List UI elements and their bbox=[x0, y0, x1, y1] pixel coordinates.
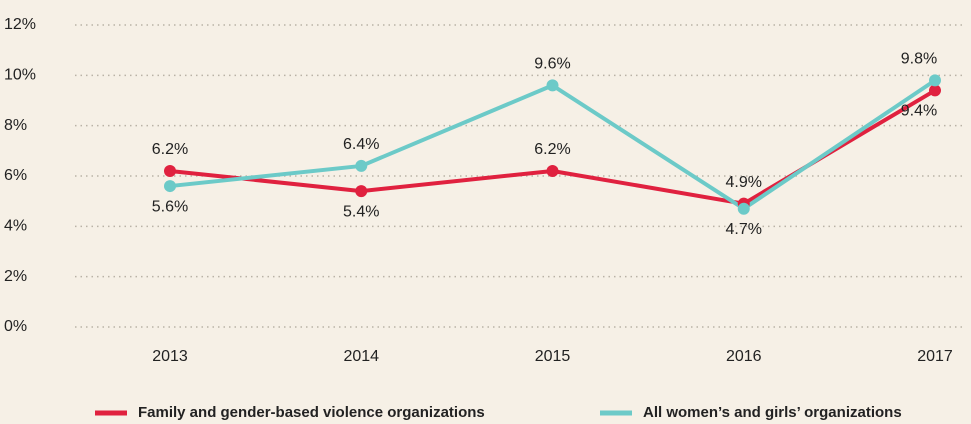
x-tick-label: 2015 bbox=[535, 348, 571, 365]
point bbox=[929, 84, 941, 97]
y-tick-label: 8% bbox=[4, 117, 27, 134]
x-tick-label: 2014 bbox=[343, 348, 379, 365]
value-label: 6.4% bbox=[343, 136, 379, 153]
point bbox=[546, 164, 559, 177]
legend-label: All women’s and girls’ organizations bbox=[643, 404, 902, 421]
point bbox=[355, 159, 368, 172]
value-label: 5.6% bbox=[152, 198, 188, 215]
value-label: 4.9% bbox=[726, 174, 762, 191]
value-label: 9.8% bbox=[901, 51, 937, 68]
x-tick-label: 2017 bbox=[917, 348, 953, 365]
point bbox=[737, 202, 750, 215]
y-tick-label: 0% bbox=[4, 318, 27, 335]
value-label: 6.2% bbox=[152, 141, 188, 158]
value-label: 9.4% bbox=[901, 103, 937, 120]
value-label: 4.7% bbox=[726, 221, 762, 238]
point bbox=[164, 164, 176, 177]
y-tick-label: 4% bbox=[4, 218, 27, 235]
point bbox=[546, 79, 559, 92]
value-label: 6.2% bbox=[534, 141, 570, 158]
x-tick-label: 2016 bbox=[726, 348, 762, 365]
value-label: 9.6% bbox=[534, 56, 570, 73]
y-tick-label: 6% bbox=[4, 167, 27, 184]
x-tick-label: 2013 bbox=[152, 348, 188, 365]
y-tick-label: 2% bbox=[4, 268, 27, 285]
point bbox=[355, 185, 368, 198]
y-tick-label: 12% bbox=[4, 16, 36, 33]
value-label: 5.4% bbox=[343, 203, 379, 220]
point bbox=[164, 180, 176, 193]
point bbox=[929, 74, 941, 87]
legend-label: Family and gender-based violence organiz… bbox=[138, 404, 485, 421]
y-tick-label: 10% bbox=[4, 67, 36, 84]
